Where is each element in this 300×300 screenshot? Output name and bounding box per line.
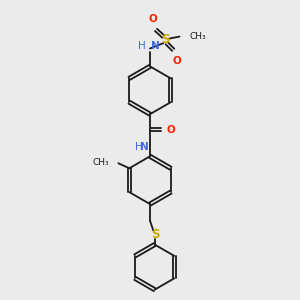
Text: O: O bbox=[148, 14, 157, 24]
Text: CH₃: CH₃ bbox=[190, 32, 206, 41]
Text: N: N bbox=[151, 41, 160, 51]
Text: H: H bbox=[138, 41, 146, 51]
Text: S: S bbox=[161, 33, 169, 46]
Text: O: O bbox=[172, 56, 181, 66]
Text: H: H bbox=[135, 142, 143, 152]
Text: CH₃: CH₃ bbox=[93, 158, 110, 167]
Text: S: S bbox=[151, 228, 160, 241]
Text: O: O bbox=[166, 125, 175, 135]
Text: N: N bbox=[140, 142, 149, 152]
